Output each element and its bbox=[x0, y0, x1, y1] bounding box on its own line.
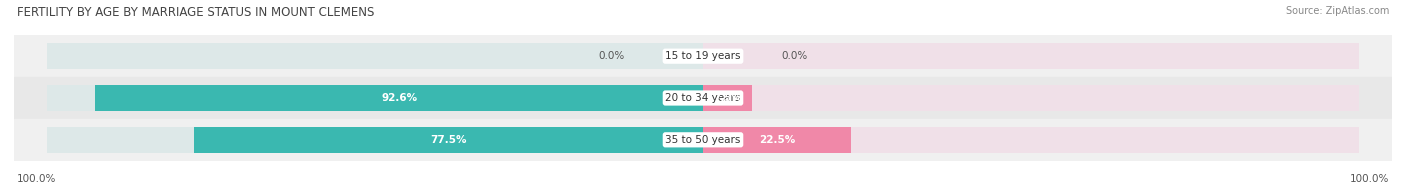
Text: 7.5%: 7.5% bbox=[713, 93, 742, 103]
Bar bbox=[703, 85, 1360, 111]
Text: 100.0%: 100.0% bbox=[1350, 174, 1389, 184]
Text: 0.0%: 0.0% bbox=[782, 51, 808, 61]
Text: 77.5%: 77.5% bbox=[430, 135, 467, 145]
Bar bbox=[194, 127, 703, 153]
Bar bbox=[46, 85, 703, 111]
Bar bbox=[46, 127, 703, 153]
Text: 92.6%: 92.6% bbox=[381, 93, 418, 103]
Text: 35 to 50 years: 35 to 50 years bbox=[665, 135, 741, 145]
Bar bbox=[14, 35, 1392, 77]
Bar bbox=[703, 43, 1360, 69]
Text: 22.5%: 22.5% bbox=[759, 135, 794, 145]
Text: 15 to 19 years: 15 to 19 years bbox=[665, 51, 741, 61]
Bar bbox=[96, 85, 703, 111]
Text: Source: ZipAtlas.com: Source: ZipAtlas.com bbox=[1285, 6, 1389, 16]
Bar bbox=[703, 127, 1360, 153]
Bar bbox=[14, 77, 1392, 119]
Text: 0.0%: 0.0% bbox=[598, 51, 624, 61]
Bar bbox=[703, 127, 851, 153]
Text: FERTILITY BY AGE BY MARRIAGE STATUS IN MOUNT CLEMENS: FERTILITY BY AGE BY MARRIAGE STATUS IN M… bbox=[17, 6, 374, 19]
Text: 20 to 34 years: 20 to 34 years bbox=[665, 93, 741, 103]
Bar bbox=[703, 85, 752, 111]
Bar bbox=[46, 43, 703, 69]
Text: 100.0%: 100.0% bbox=[17, 174, 56, 184]
Bar bbox=[14, 119, 1392, 161]
